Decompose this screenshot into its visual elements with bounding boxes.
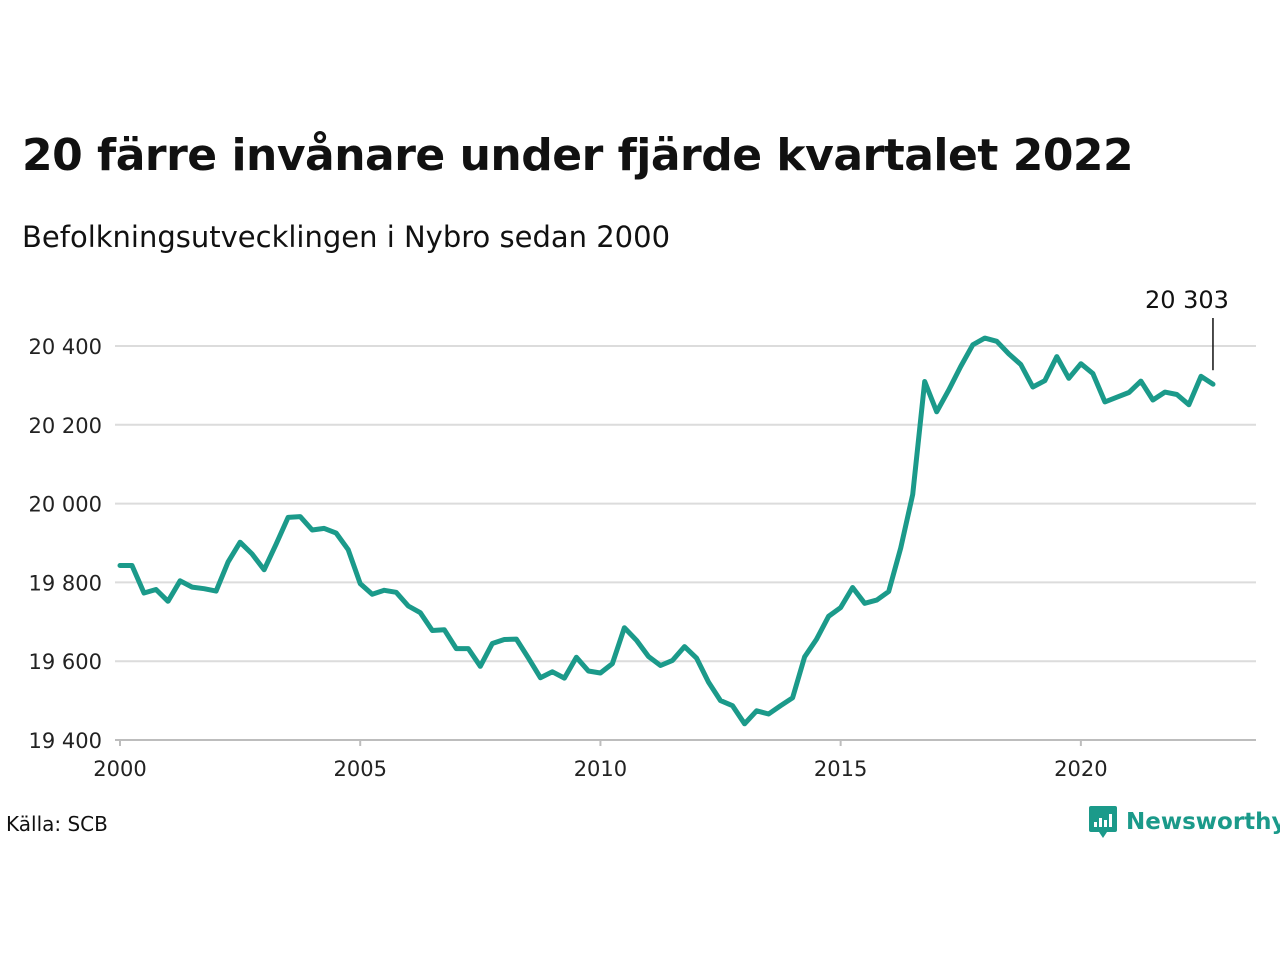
y-tick-label: 19 400: [29, 729, 102, 753]
brand-name: Newsworthy: [1126, 809, 1280, 835]
y-tick-label: 19 800: [29, 571, 102, 595]
x-tick-label: 2015: [814, 757, 867, 781]
x-tick-label: 2000: [93, 757, 146, 781]
y-tick-label: 20 200: [29, 414, 102, 438]
y-tick-label: 20 400: [29, 335, 102, 359]
end-value-annotation: 20 303: [1145, 286, 1229, 371]
y-tick-label: 20 000: [29, 493, 102, 517]
y-tick-label: 19 600: [29, 650, 102, 674]
newsworthy-logo-icon: [1089, 806, 1117, 838]
source-label: Källa: SCB: [6, 812, 108, 836]
population-series: [117, 335, 1216, 727]
chart-title: 20 färre invånare under fjärde kvartalet…: [22, 130, 1134, 181]
x-tick-label: 2020: [1054, 757, 1107, 781]
chart-subtitle: Befolkningsutvecklingen i Nybro sedan 20…: [22, 220, 671, 254]
x-tick-label: 2005: [333, 757, 386, 781]
end-value-label: 20 303: [1145, 286, 1229, 314]
gridlines: [115, 345, 1256, 741]
x-axis-tick-labels: 2000 2005 2010 2015 2020: [93, 740, 1108, 781]
brand-logo[interactable]: Newsworthy: [1088, 804, 1280, 840]
y-axis-tick-labels: 19 400 19 600 19 800 20 000 20 200 20 400: [29, 335, 102, 753]
x-tick-label: 2010: [574, 757, 627, 781]
population-line: [117, 335, 1216, 727]
